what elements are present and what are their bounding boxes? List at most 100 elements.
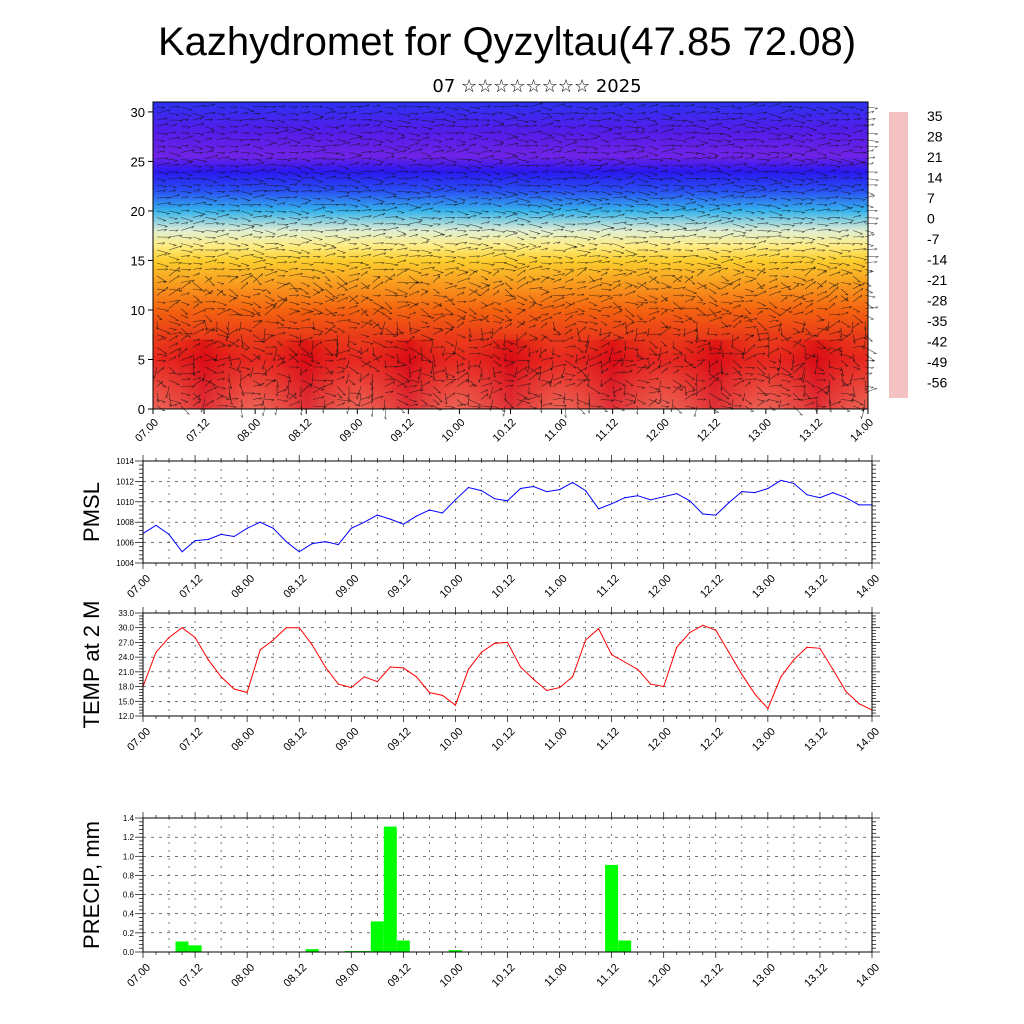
x-tick-label: 13.12	[802, 573, 830, 601]
data-point	[376, 514, 378, 516]
precip-bar	[175, 941, 189, 952]
data-point	[480, 651, 483, 653]
data-point	[467, 486, 469, 489]
data-point	[754, 693, 756, 695]
data-point	[585, 490, 587, 492]
y-tick-label: 33.0	[118, 609, 134, 618]
data-point	[194, 636, 196, 639]
x-tick-label: 11.12	[594, 573, 621, 600]
y-tick-label: 5	[138, 352, 145, 367]
x-tick-label: 12.12	[698, 962, 726, 990]
data-point	[402, 523, 404, 525]
data-point	[624, 661, 626, 663]
y-tick-label: 0.8	[123, 871, 135, 880]
data-point	[780, 676, 782, 678]
y-axis-label: TEMP at 2 M	[79, 601, 104, 729]
data-point	[728, 502, 730, 504]
data-point	[389, 518, 391, 520]
data-point	[376, 681, 378, 683]
data-point	[428, 691, 430, 694]
colorbar-label: -35	[927, 313, 947, 329]
x-tick-label: 08.00	[235, 417, 263, 445]
data-point	[363, 676, 365, 678]
data-point	[650, 683, 652, 685]
precip-bar	[188, 945, 202, 952]
data-point	[819, 497, 821, 499]
y-tick-label: 10	[131, 303, 145, 318]
data-point	[220, 676, 222, 678]
data-point	[337, 683, 339, 685]
x-tick-label: 12.00	[646, 573, 674, 601]
x-tick-label: 10.12	[490, 573, 518, 601]
data-point	[181, 551, 183, 553]
data-point	[572, 676, 574, 678]
x-tick-label: 13.00	[750, 573, 778, 601]
x-tick-label: 08.12	[281, 573, 309, 601]
x-tick-label: 13.12	[797, 417, 825, 445]
grid-lines	[142, 612, 873, 717]
data-point	[272, 639, 274, 641]
data-point	[858, 703, 860, 705]
data-point	[415, 676, 417, 678]
y-tick-label: 0.6	[123, 891, 135, 900]
x-tick-label: 10.12	[490, 726, 518, 754]
data-point	[585, 639, 587, 641]
wind-vectors	[153, 102, 879, 420]
x-tick-label: 11.00	[542, 417, 569, 444]
data-point	[441, 512, 443, 514]
data-point	[767, 487, 769, 490]
pmsl-panel: 1004 1006 1008 1010 1012 1014 07.00 07.12 08.00 0…	[79, 455, 882, 601]
precip-panel: 0.0 0.2 0.4 0.6 0.8 1.0 1.2 1.4 07.00 07.12 08.00 0…	[79, 812, 882, 990]
colorbar-label: -28	[927, 293, 947, 309]
colorbar-label: -42	[927, 334, 947, 350]
x-tick-label: 09.00	[333, 962, 361, 990]
data-point	[272, 527, 274, 529]
data-point	[350, 527, 352, 529]
x-tick-label: 09.12	[386, 962, 414, 990]
data-point	[715, 514, 717, 516]
x-tick-label: 12.00	[644, 417, 672, 445]
precip-bar	[618, 940, 632, 952]
x-tick-label: 11.00	[542, 573, 569, 600]
data-point	[311, 644, 313, 646]
precip-bar	[370, 921, 384, 952]
data-point	[728, 651, 730, 653]
chart-subtitle: 07 ☆☆☆☆☆☆☆☆ 2025	[432, 76, 641, 97]
x-tick-label: 07.12	[177, 726, 205, 754]
x-tick-label: 11.12	[593, 417, 620, 444]
x-tick-label: 07.12	[184, 417, 212, 445]
x-tick-label: 09.12	[389, 417, 417, 445]
x-tick-label: 10.00	[438, 573, 466, 601]
data-point	[155, 651, 157, 653]
data-point	[246, 691, 248, 694]
data-point	[832, 492, 834, 494]
x-tick-label: 13.12	[802, 962, 830, 990]
data-point	[858, 504, 860, 506]
x-tick-label: 13.00	[750, 962, 778, 990]
data-point	[546, 689, 548, 692]
data-point	[194, 540, 196, 542]
data-point	[350, 687, 352, 689]
precip-bar	[383, 826, 397, 952]
y-tick-label: 1004	[116, 559, 134, 568]
data-point	[702, 513, 704, 515]
precip-bar	[305, 949, 319, 952]
data-point	[702, 624, 704, 626]
data-point	[637, 495, 639, 497]
data-point	[741, 673, 743, 675]
colorbar-label: 35	[927, 108, 943, 124]
x-tick-label: 10.12	[490, 962, 518, 990]
data-point	[402, 667, 404, 669]
x-tick-label: 08.12	[281, 962, 309, 990]
colorbar-label: -56	[927, 375, 947, 391]
colorbar-label: -49	[927, 354, 947, 370]
x-tick-label: 07.00	[133, 417, 161, 445]
colorbar: 35 28 21 14 7 0 -7 -14 -21 -28 -35 -42 -49 -56	[889, 108, 947, 398]
cross-section-panel: 0 5 10 15 20 25 30 07.00 07.12 08.00 08.12 09.00 09.…	[131, 101, 879, 445]
diurnal-warm-layer	[153, 339, 868, 409]
colorbar-label: -21	[927, 272, 947, 288]
x-tick-label: 09.12	[386, 573, 414, 601]
data-point	[793, 482, 795, 484]
x-tick-label: 12.12	[698, 573, 726, 601]
